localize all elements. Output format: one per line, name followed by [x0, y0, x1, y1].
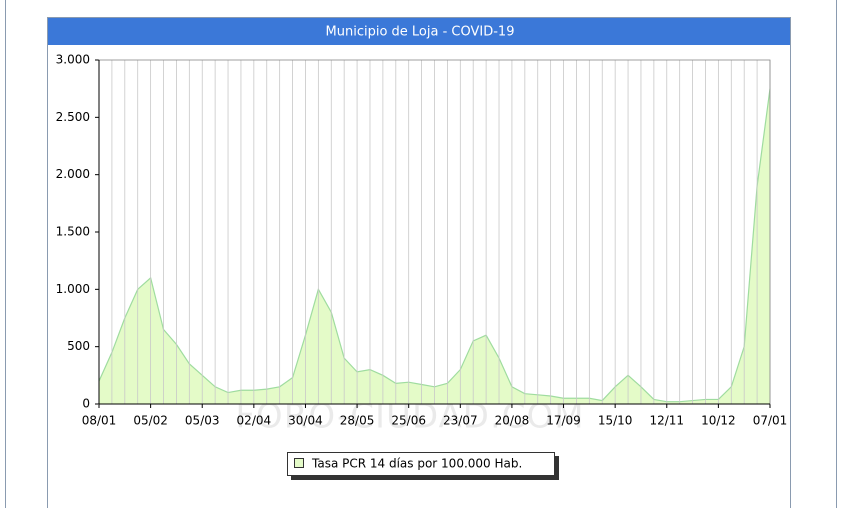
x-tick-label: 20/08 — [495, 414, 530, 428]
x-tick-label: 07/01 — [753, 414, 788, 428]
y-tick-label: 0 — [82, 397, 90, 411]
y-tick-label: 1.500 — [56, 225, 90, 239]
x-tick-label: 12/11 — [649, 414, 684, 428]
x-tick-label: 08/01 — [82, 414, 117, 428]
legend-swatch — [294, 458, 304, 468]
y-tick-label: 2.500 — [56, 110, 90, 124]
area — [99, 88, 770, 405]
legend-label: Tasa PCR 14 días por 100.000 Hab. — [311, 457, 522, 471]
x-tick-label: 23/07 — [443, 414, 478, 428]
x-tick-label: 05/03 — [185, 414, 220, 428]
x-tick-label: 02/04 — [237, 414, 272, 428]
x-tick-label: 25/06 — [391, 414, 426, 428]
x-tick-label: 17/09 — [546, 414, 581, 428]
y-tick-label: 2.000 — [56, 167, 90, 181]
x-tick-label: 10/12 — [701, 414, 736, 428]
y-tick-label: 1.000 — [56, 282, 90, 296]
chart-title: Municipio de Loja - COVID-19 — [326, 25, 515, 40]
x-tick-label: 05/02 — [133, 414, 168, 428]
legend-box — [287, 452, 555, 476]
x-tick-label: 30/04 — [288, 414, 323, 428]
x-tick-label: 28/05 — [340, 414, 375, 428]
x-tick-label: 15/10 — [598, 414, 633, 428]
y-tick-label: 3.000 — [56, 53, 90, 67]
title-bar — [48, 18, 790, 45]
y-tick-label: 500 — [67, 339, 90, 353]
